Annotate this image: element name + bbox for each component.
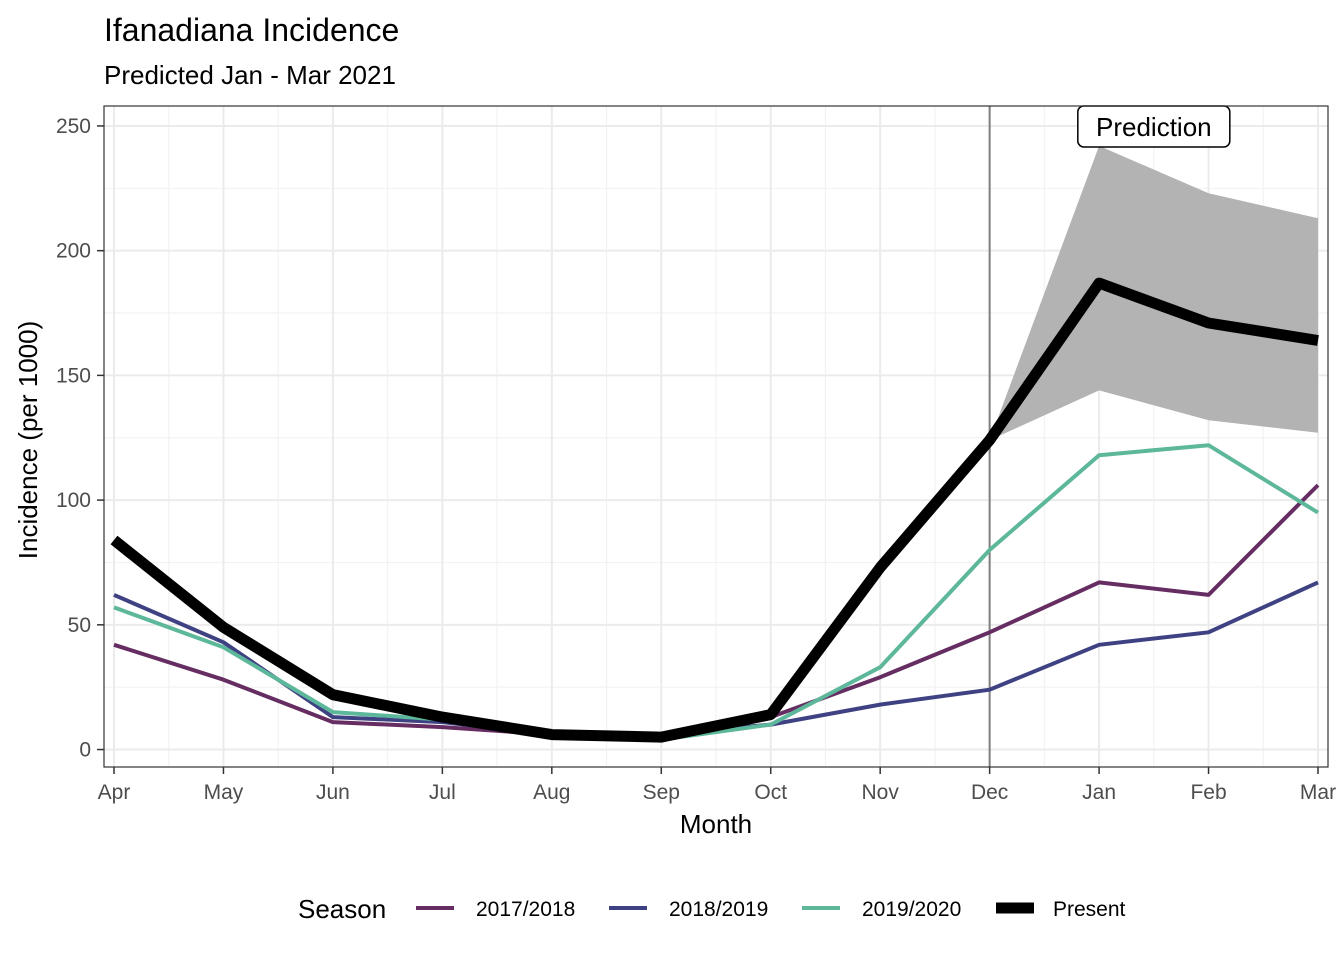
chart-title: Ifanadiana Incidence [104, 12, 399, 48]
legend-label: 2017/2018 [476, 898, 575, 921]
y-tick-label: 0 [79, 739, 91, 762]
y-tick-label: 150 [56, 364, 91, 387]
y-tick-label: 250 [56, 115, 91, 138]
x-tick-label: Mar [1300, 781, 1336, 804]
x-tick-label: Apr [98, 781, 131, 804]
y-tick-label: 50 [68, 614, 91, 637]
prediction-interval-band [989, 145, 1318, 441]
panel-border [103, 105, 1329, 768]
legend-title: Season [298, 894, 386, 924]
prediction-label: Prediction [1096, 112, 1212, 142]
x-tick-label: Nov [862, 781, 900, 804]
chart-subtitle: Predicted Jan - Mar 2021 [104, 60, 396, 90]
prediction-annotation: Prediction [1077, 105, 1231, 148]
x-tick-label: Jun [316, 781, 350, 804]
prediction-band-layer [989, 145, 1318, 441]
legend-label: 2018/2019 [669, 898, 768, 921]
legend-label: 2019/2020 [862, 898, 961, 921]
legend: Season 2017/2018 2018/2019 2019/2020 Presen… [298, 894, 1126, 924]
x-tick-label: Dec [971, 781, 1008, 804]
x-tick-label: Aug [533, 781, 570, 804]
series-lines [110, 277, 1320, 743]
y-axis-title: Incidence (per 1000) [13, 321, 43, 559]
x-tick-label: Jan [1082, 781, 1116, 804]
x-axis-title: Month [680, 809, 752, 839]
x-tick-label: Feb [1190, 781, 1226, 804]
x-tick-label: May [204, 781, 244, 804]
x-axis: Apr May Jun Jul Aug Sep Oct Nov Dec Jan Feb Mar [98, 767, 1336, 804]
x-tick-label: Oct [754, 781, 787, 804]
y-tick-label: 200 [56, 240, 91, 263]
x-tick-label: Jul [429, 781, 456, 804]
legend-label: Present [1053, 898, 1126, 921]
y-axis: 0 50 100 150 200 250 [56, 115, 104, 762]
x-tick-label: Sep [643, 781, 680, 804]
series-line-2019-2020 [113, 443, 1320, 742]
series-line-present [110, 277, 1319, 743]
y-tick-label: 100 [56, 489, 91, 512]
